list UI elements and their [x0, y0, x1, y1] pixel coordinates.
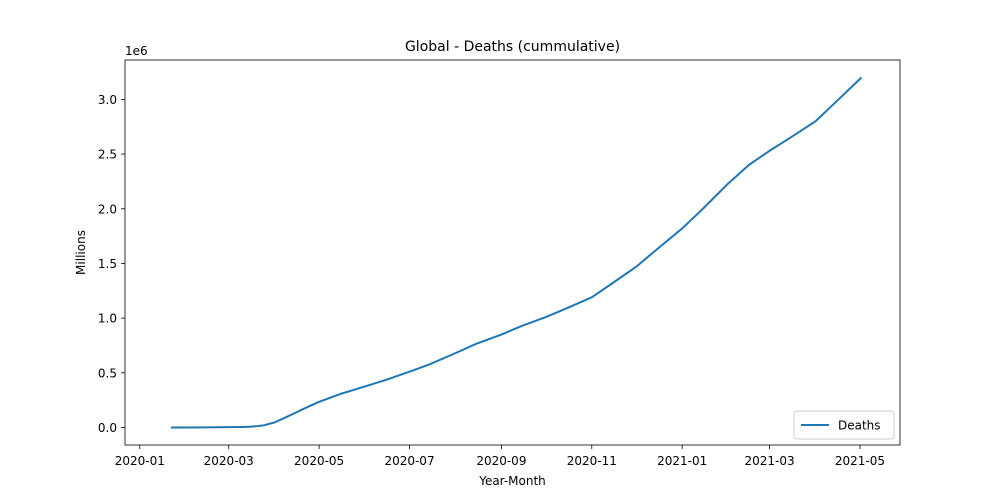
y-tick-label: 3.0 — [98, 93, 117, 107]
x-axis-ticks: 2020-01 2020-03 2020-05 2020-07 2020-09 2020-… — [115, 445, 885, 468]
y-tick-label: 1.0 — [98, 312, 117, 326]
y-offset-label: 1e6 — [125, 44, 148, 58]
x-tick-label: 2020-01 — [115, 454, 165, 468]
series-layer — [170, 76, 863, 429]
x-tick-label: 2020-03 — [204, 454, 254, 468]
y-tick-label: 0.0 — [98, 421, 117, 435]
x-tick-label: 2021-05 — [835, 454, 885, 468]
legend-box — [793, 410, 895, 440]
x-axis-label: Year-Month — [478, 474, 546, 488]
y-tick-label: 2.0 — [98, 202, 117, 216]
plot-area — [124, 59, 901, 446]
x-tick-label: 2020-11 — [567, 454, 617, 468]
x-tick-label: 2020-07 — [384, 454, 434, 468]
legend: Deaths — [793, 410, 895, 440]
x-tick-label: 2021-01 — [657, 454, 707, 468]
y-axis-ticks: 0.0 0.5 1.0 1.5 2.0 2.5 3.0 — [98, 93, 125, 435]
y-tick-label: 1.5 — [98, 257, 117, 271]
chart-title: Global - Deaths (cummulative) — [405, 39, 620, 55]
x-tick-label: 2020-05 — [294, 454, 344, 468]
y-tick-label: 0.5 — [98, 366, 117, 380]
y-axis-label: Millions — [74, 230, 88, 275]
y-tick-label: 2.5 — [98, 148, 117, 162]
series-line-deaths — [170, 76, 863, 429]
x-tick-label: 2020-09 — [476, 454, 526, 468]
x-tick-label: 2021-03 — [745, 454, 795, 468]
legend-label-deaths: Deaths — [838, 419, 881, 433]
